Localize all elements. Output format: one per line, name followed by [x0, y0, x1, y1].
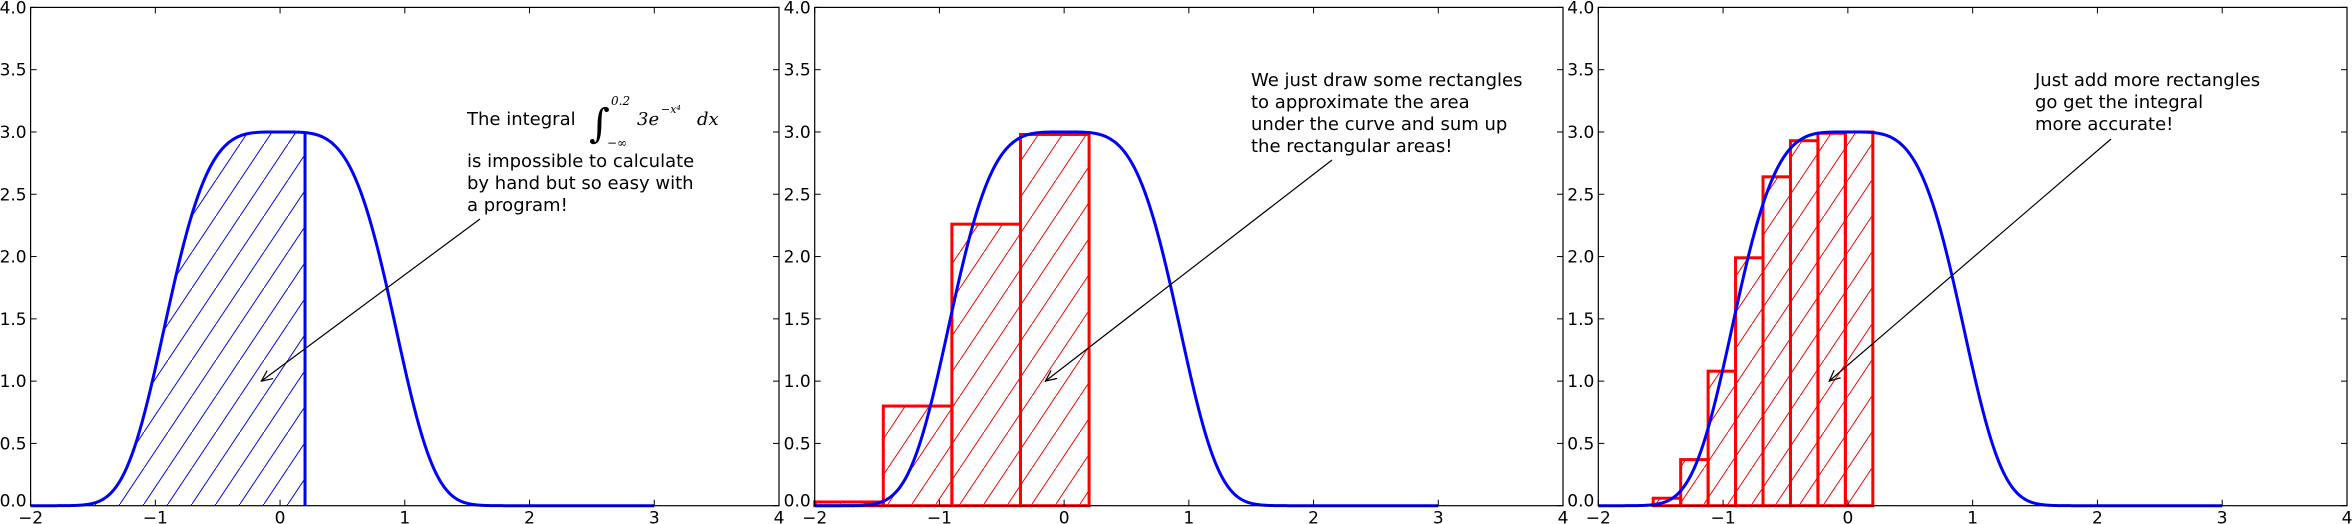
annotation-line-3: a program!	[467, 195, 568, 216]
panel-3: −2 −1 0 1 2 3 4 0.0 0.5 1.0 1.5 2.0 2.5 3.0 3.5 4.0 Just…	[1567, 0, 2352, 524]
annotation-line-1: is impossible to calculate	[467, 151, 694, 172]
annotation-line-1: We just draw some rectangles	[1251, 70, 1522, 91]
y-tick-label: 1.0	[0, 372, 27, 392]
y-tick-label: 2.0	[784, 248, 811, 268]
y-tick-label: 1.0	[784, 372, 811, 392]
y-tick-label: 0.5	[0, 434, 27, 454]
y-tick-label: 3.0	[1567, 123, 1594, 143]
x-tick-label: 2	[1308, 509, 1319, 524]
rectangle-4	[1018, 132, 1091, 508]
annotation-line-2: go get the integral	[2035, 92, 2203, 113]
y-tick-label: 3.0	[0, 123, 27, 143]
integrand-dx: dx	[697, 109, 719, 130]
x-tick-label: 4	[1558, 509, 1569, 524]
y-tick-label: 1.0	[1567, 372, 1594, 392]
y-tick-label: 2.0	[0, 248, 27, 268]
y-tick-label: 3.5	[1567, 61, 1594, 81]
y-tick-label: 4.0	[0, 0, 27, 18]
x-tick-label: −2	[1586, 509, 1611, 524]
annotation-arrow	[261, 218, 481, 381]
x-tick-label: 0	[275, 509, 286, 524]
x-tick-label: 2	[2092, 509, 2103, 524]
y-tick-label: 2.5	[784, 185, 811, 205]
panel-1: −2 −1 0 1 2 3 4 0.0 0.5 1.0 1.5 2.0 2.5 3.0 3.5 4.0 The …	[0, 0, 784, 524]
x-tick-label: −1	[1711, 509, 1736, 524]
y-tick-label: 2.0	[1567, 248, 1594, 268]
y-tick-label: 4.0	[784, 0, 811, 18]
rectangle-2	[881, 404, 954, 508]
rectangle-7	[1816, 131, 1847, 508]
annotation-arrow	[1829, 138, 2112, 381]
x-tick-label: 3	[1433, 509, 1444, 524]
y-tick-label: 0.5	[1567, 434, 1594, 454]
x-tick-label: −2	[802, 509, 827, 524]
x-tick-label: −2	[18, 509, 43, 524]
panel-2: −2 −1 0 1 2 3 4 0.0 0.5 1.0 1.5 2.0 2.5 3.0 3.5 4.0 We j…	[784, 0, 1569, 524]
annotation-text-prefix: The integral	[466, 109, 576, 130]
rectangle-8	[1843, 130, 1875, 508]
annotation-line-2: to approximate the area	[1251, 92, 1470, 113]
y-tick-label: 2.5	[1567, 185, 1594, 205]
x-tick-label: 4	[2342, 509, 2352, 524]
rectangle-6	[1788, 139, 1820, 508]
y-tick-label: 0.5	[784, 434, 811, 454]
y-tick-label: 1.5	[1567, 310, 1594, 330]
integrand-exponent: −x⁴	[661, 103, 681, 116]
annotation-line-2: by hand but so easy with	[467, 173, 694, 194]
annotation-arrow	[1045, 159, 1333, 381]
shaded-area	[30, 131, 306, 506]
y-tick-label: 4.0	[1567, 0, 1594, 18]
annotation-line-1: Just add more rectangles	[2034, 70, 2260, 91]
x-tick-label: 4	[774, 509, 785, 524]
integrand: 3e	[637, 109, 659, 130]
y-tick-label: 1.5	[784, 310, 811, 330]
x-tick-label: 1	[399, 509, 410, 524]
rectangle-5	[1761, 175, 1792, 508]
y-tick-label: 1.5	[0, 310, 27, 330]
x-tick-label: 0	[1842, 509, 1853, 524]
integral-sign: ∫	[589, 101, 610, 147]
rectangle-3	[1706, 369, 1738, 508]
x-tick-label: −1	[143, 509, 168, 524]
annotation-line-3: under the curve and sum up	[1251, 114, 1507, 135]
y-tick-label: 0.0	[0, 492, 27, 512]
annotation-line-4: the rectangular areas!	[1251, 136, 1452, 157]
y-tick-label: 0.0	[784, 492, 811, 512]
x-tick-label: 0	[1059, 509, 1070, 524]
x-tick-label: 1	[1183, 509, 1194, 524]
annotation-line-3: more accurate!	[2035, 114, 2173, 135]
curve-line	[1598, 130, 2223, 508]
integral-lower-limit: −∞	[607, 136, 627, 150]
x-tick-label: −1	[927, 509, 952, 524]
x-tick-label: 3	[2217, 509, 2228, 524]
y-tick-label: 2.5	[0, 185, 27, 205]
y-tick-label: 0.0	[1567, 492, 1594, 512]
x-tick-label: 1	[1967, 509, 1978, 524]
y-tick-label: 3.5	[0, 61, 27, 81]
x-tick-label: 2	[524, 509, 535, 524]
integral-upper-limit: 0.2	[611, 94, 630, 108]
y-tick-label: 3.5	[784, 61, 811, 81]
x-tick-label: 3	[649, 509, 660, 524]
y-tick-label: 3.0	[784, 123, 811, 143]
